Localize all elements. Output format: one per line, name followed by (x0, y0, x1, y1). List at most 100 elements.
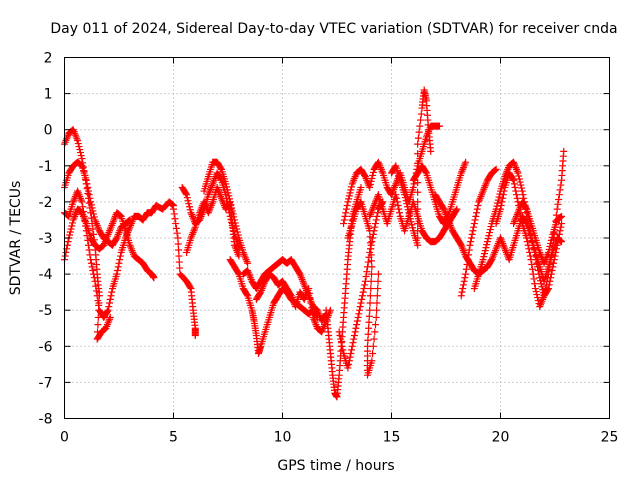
data-point (170, 210, 178, 218)
data-point (486, 229, 494, 237)
data-point (367, 277, 375, 285)
data-point (512, 187, 520, 195)
series-track-10 (239, 256, 330, 325)
data-point (370, 335, 378, 343)
series-track-1 (61, 187, 177, 321)
data-point (401, 191, 409, 199)
data-point (66, 231, 74, 239)
data-point (175, 252, 183, 260)
data-point (243, 291, 251, 299)
data-point (422, 168, 430, 176)
data-point (393, 198, 401, 206)
y-tick-label: -2 (39, 195, 53, 211)
data-point (366, 180, 374, 188)
data-point (547, 236, 555, 244)
data-point (356, 303, 364, 311)
data-point (522, 218, 530, 226)
data-point (473, 209, 481, 217)
data-point (414, 241, 422, 249)
data-point (173, 229, 181, 237)
data-point (90, 213, 98, 221)
data-point (83, 180, 91, 188)
data-point (452, 206, 460, 214)
data-point (414, 140, 422, 148)
data-point (94, 321, 102, 329)
data-point (458, 288, 466, 296)
data-point (116, 212, 124, 220)
x-tick-label: 0 (60, 430, 69, 446)
data-point (104, 306, 112, 314)
data-point (481, 250, 489, 258)
data-point (439, 204, 447, 212)
data-point (496, 190, 504, 198)
data-point (499, 194, 507, 202)
data-point (516, 178, 524, 186)
data-point (465, 251, 473, 259)
data-point (367, 177, 375, 185)
data-point (184, 197, 192, 205)
x-axis-label: GPS time / hours (277, 458, 394, 474)
data-point (84, 241, 92, 249)
data-point (360, 285, 368, 293)
data-point (403, 200, 411, 208)
data-point (494, 199, 502, 207)
data-point (217, 164, 225, 172)
data-point (340, 216, 348, 224)
chart-title: Day 011 of 2024, Sidereal Day-to-day VTE… (50, 21, 617, 37)
series-track-8 (200, 158, 243, 260)
data-point (372, 321, 380, 329)
data-point (337, 335, 345, 343)
data-point (67, 225, 75, 233)
data-point (78, 155, 86, 163)
data-point (349, 339, 357, 347)
data-point (106, 299, 114, 307)
series-track-24 (510, 198, 566, 267)
data-point (486, 226, 494, 234)
data-point (340, 220, 348, 228)
data-point (107, 292, 115, 300)
data-point (465, 246, 473, 254)
data-point (223, 186, 231, 194)
data-point (548, 233, 556, 241)
data-point (462, 158, 470, 166)
data-point (256, 289, 264, 297)
data-point (392, 191, 400, 199)
data-point (541, 288, 549, 296)
data-point (404, 206, 412, 214)
data-point (170, 205, 177, 213)
data-point (520, 194, 528, 202)
data-point (357, 299, 365, 307)
data-point (547, 239, 555, 247)
data-point (395, 205, 403, 213)
data-point (542, 285, 550, 293)
data-point (355, 310, 363, 318)
data-point (453, 205, 461, 213)
data-point (342, 205, 350, 213)
data-point (233, 225, 241, 233)
y-tick-label: -6 (39, 339, 53, 355)
data-point (518, 184, 526, 192)
data-point (497, 202, 505, 210)
y-tick-label: 2 (44, 51, 53, 67)
data-point (95, 292, 103, 300)
data-point (372, 216, 380, 224)
data-point (77, 161, 85, 169)
data-point (427, 147, 435, 155)
data-point (558, 220, 566, 228)
data-point (368, 257, 376, 265)
data-point (346, 353, 354, 361)
data-point (105, 303, 113, 311)
data-point (356, 199, 364, 207)
data-point (366, 306, 374, 314)
data-point (459, 281, 467, 289)
data-point (176, 264, 184, 272)
data-point (469, 227, 477, 235)
data-point (457, 292, 465, 300)
data-point (126, 216, 134, 224)
data-point (405, 209, 413, 217)
data-point (68, 222, 76, 230)
data-point (460, 277, 468, 285)
data-point (84, 187, 92, 195)
data-point (510, 180, 518, 188)
data-point (348, 346, 356, 354)
